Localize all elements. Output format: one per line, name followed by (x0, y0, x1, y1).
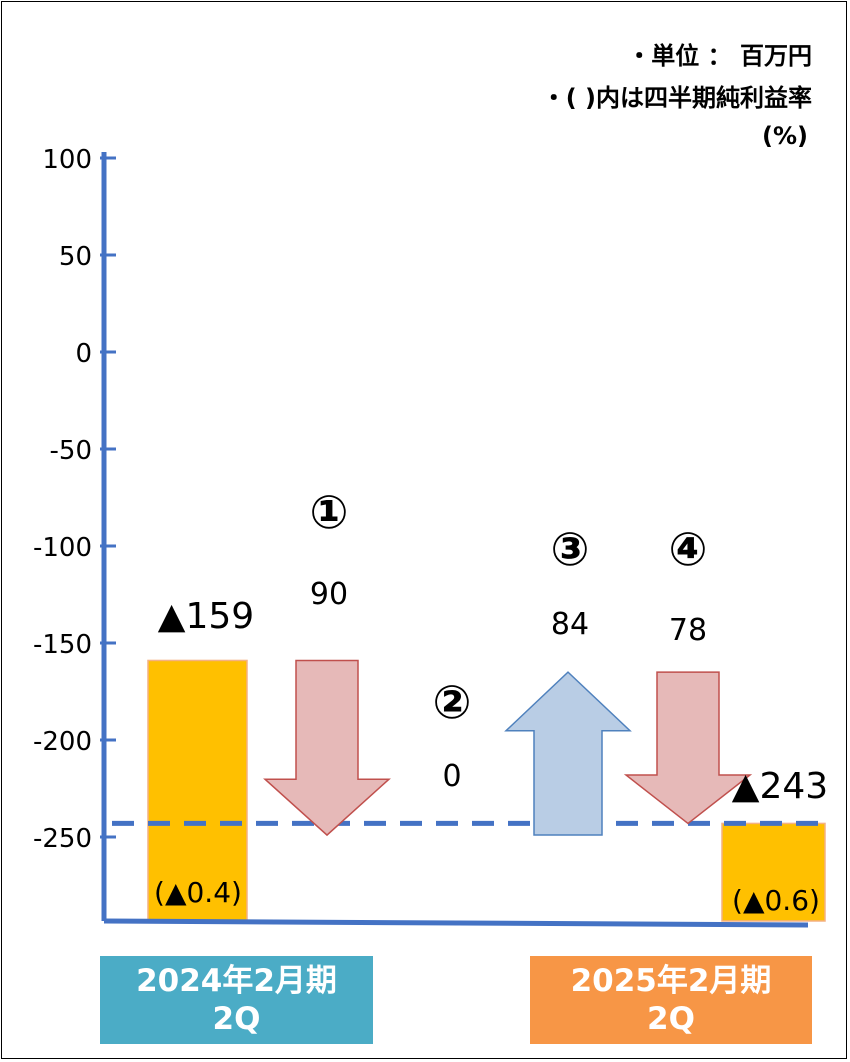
category-2024-line1: 2024年2月期 (136, 963, 337, 999)
y-tick-label: -100 (33, 533, 92, 563)
decrease-arrow-1 (263, 659, 391, 837)
unit-note: ・単位 ： 百万円 (627, 42, 812, 70)
rate-label-2025: (▲0.6) (732, 884, 820, 917)
category-2025-line1: 2025年2月期 (570, 963, 772, 999)
step-amount-1: 90 (310, 577, 348, 612)
y-tick-label: -200 (33, 727, 92, 757)
rate-unit-note: (%) (762, 122, 808, 150)
step-marker-2: ② (433, 675, 472, 729)
bars (112, 659, 826, 922)
step-amount-3: 84 (551, 607, 589, 642)
category-box-2024: 2024年2月期 2Q (100, 956, 373, 1044)
rate-label-2024: (▲0.4) (154, 876, 242, 909)
total-label-2025: ▲243 (732, 766, 828, 807)
y-tick-label: 0 (75, 339, 92, 369)
step-marker-3: ③ (551, 522, 590, 576)
y-tick-label: 100 (42, 145, 92, 175)
rate-note: ・( )内は四半期純利益率 (542, 84, 812, 112)
total-label-2024: ▲159 (158, 596, 254, 637)
arrows (263, 659, 753, 837)
y-tick-label: 50 (59, 242, 92, 272)
axes (101, 152, 809, 928)
y-tick-label: -150 (33, 630, 92, 660)
y-axis-ticks: 100 50 0 -50 -100 -150 -200 -250 (33, 145, 116, 854)
decrease-arrow-4 (623, 671, 753, 825)
category-box-2025: 2025年2月期 2Q (530, 956, 812, 1044)
total-bar-2025 (721, 822, 826, 922)
step-amount-2: 0 (442, 759, 461, 794)
x-axis-line (103, 918, 809, 928)
category-2024-line2: 2Q (212, 1001, 261, 1037)
step-marker-4: ④ (669, 522, 708, 576)
y-tick-label: -50 (50, 436, 92, 466)
increase-arrow-3 (504, 671, 632, 836)
step-amount-4: 78 (669, 613, 707, 648)
category-2025-line2: 2Q (647, 1001, 695, 1037)
total-bar-2024 (147, 659, 248, 922)
y-tick-label: -250 (33, 824, 92, 854)
step-marker-1: ① (310, 485, 349, 539)
